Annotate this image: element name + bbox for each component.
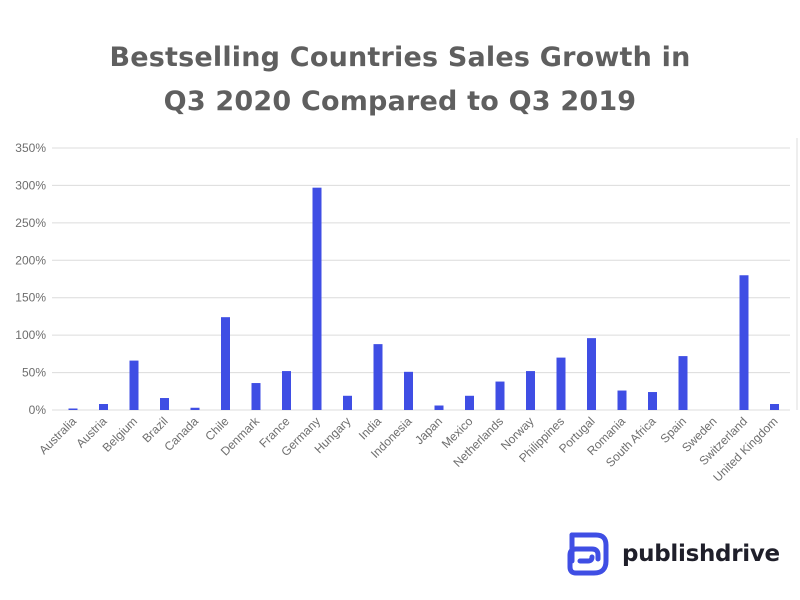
publishdrive-logo-icon [567,532,609,576]
bars [68,187,779,410]
bar-mexico [465,395,474,410]
bar-germany [312,187,322,410]
y-tick-label: 150% [15,291,46,305]
bar-japan [434,405,444,410]
bar-switzerland [739,275,749,410]
y-tick-label: 200% [15,253,46,267]
x-tick-label: Australia [36,414,79,457]
bar-south-africa [648,392,657,410]
bar-chile [221,317,230,410]
bar-united-kingdom [770,404,779,410]
y-tick-label: 100% [15,328,46,342]
y-tick-label: 50% [22,366,46,380]
bar-spain [678,356,688,410]
bar-hungary [343,395,352,410]
bar-denmark [251,383,261,410]
chart-title-line-2: Q3 2020 Compared to Q3 2019 [163,86,637,117]
bar-romania [617,390,627,410]
x-tick-label: Canada [161,414,201,454]
bar-belgium [129,360,139,410]
bar-austria [99,404,108,410]
bar-brazil [160,398,169,410]
bar-indonesia [404,371,413,410]
chart-title-line-1: Bestselling Countries Sales Growth in [109,42,691,73]
y-tick-label: 300% [15,178,46,192]
bar-philippines [556,357,566,410]
chart-title: Bestselling Countries Sales Growth in Q3… [0,36,800,124]
bar-canada [190,407,200,410]
y-axis-ticks: 0% 50% 100% 150% 200% 250% 300% 350% [15,141,46,417]
y-tick-label: 0% [29,403,47,417]
bar-india [373,344,383,410]
publishdrive-logo: publishdrive [566,530,780,578]
bar-france [282,371,291,410]
brand-name: publishdrive [622,541,780,567]
bar-netherlands [495,381,505,410]
bar-norway [526,371,535,410]
bar-australia [68,408,78,410]
gridlines [52,138,798,411]
y-tick-label: 250% [15,216,46,230]
y-tick-label: 350% [15,141,46,155]
bar-portugal [587,338,596,410]
bar-chart: 0% 50% 100% 150% 200% 250% 300% 350% AustraliaA… [15,138,798,485]
